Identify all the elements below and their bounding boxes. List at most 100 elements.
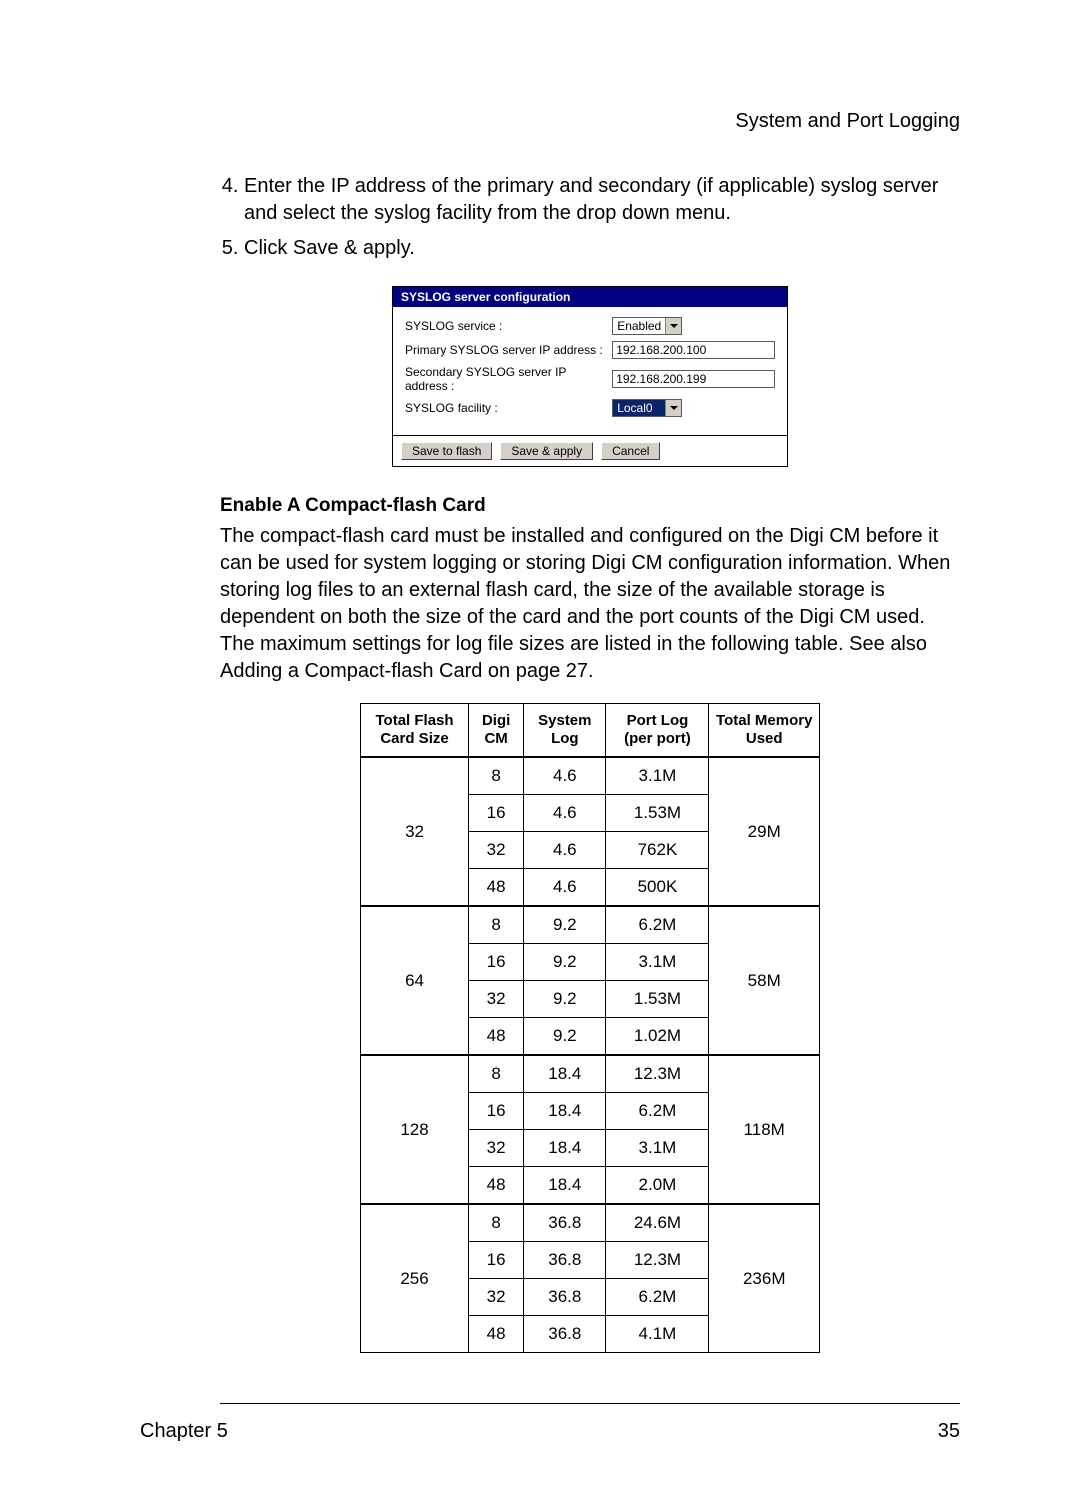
page-footer: Chapter 5 35: [220, 1403, 960, 1443]
flash-size-table: Total Flash Card Size Digi CM System Log…: [360, 703, 820, 1353]
flash-table-body: 3284.63.1M29M164.61.53M324.6762K484.6500…: [361, 757, 820, 1353]
table-row: 256836.824.6M236M: [361, 1204, 820, 1242]
cell-port-log: 6.2M: [606, 1093, 709, 1130]
cell-system-log: 18.4: [524, 1167, 606, 1205]
cell-digi-cm: 48: [469, 869, 524, 907]
table-row: 128818.412.3M118M: [361, 1055, 820, 1093]
step-5-prefix: Click: [244, 237, 293, 259]
select-syslog-service[interactable]: Enabled: [612, 317, 682, 335]
input-wrap-syslog-service: Enabled: [612, 317, 775, 335]
cell-system-log: 36.8: [524, 1204, 606, 1242]
col-system-log: System Log: [524, 704, 606, 758]
cell-port-log: 3.1M: [606, 944, 709, 981]
cell-flash-size: 128: [361, 1055, 469, 1204]
cell-port-log: 12.3M: [606, 1055, 709, 1093]
cell-system-log: 4.6: [524, 757, 606, 795]
cell-flash-size: 256: [361, 1204, 469, 1353]
flash-table-head: Total Flash Card Size Digi CM System Log…: [361, 704, 820, 758]
cell-system-log: 4.6: [524, 832, 606, 869]
cell-total-memory: 29M: [709, 757, 820, 906]
cell-system-log: 9.2: [524, 906, 606, 944]
col-flash-size: Total Flash Card Size: [361, 704, 469, 758]
save-apply-button[interactable]: Save & apply: [500, 442, 593, 460]
cell-total-memory: 118M: [709, 1055, 820, 1204]
cell-port-log: 6.2M: [606, 906, 709, 944]
row-syslog-service: SYSLOG service : Enabled: [405, 317, 775, 335]
col-digi-cm: Digi CM: [469, 704, 524, 758]
cell-port-log: 1.02M: [606, 1018, 709, 1056]
cell-system-log: 36.8: [524, 1316, 606, 1353]
cell-system-log: 9.2: [524, 981, 606, 1018]
select-syslog-service-value: Enabled: [613, 318, 665, 334]
cell-digi-cm: 8: [469, 906, 524, 944]
cell-digi-cm: 8: [469, 757, 524, 795]
cancel-button[interactable]: Cancel: [601, 442, 660, 460]
footer-chapter: Chapter 5: [140, 1420, 228, 1443]
input-primary-ip[interactable]: [612, 341, 775, 359]
input-secondary-ip[interactable]: [612, 370, 775, 388]
syslog-button-bar: Save to flash Save & apply Cancel: [392, 436, 788, 467]
row-primary-ip: Primary SYSLOG server IP address :: [405, 341, 775, 359]
chevron-down-icon[interactable]: [665, 400, 681, 416]
input-wrap-secondary-ip: [612, 370, 775, 388]
cell-total-memory: 236M: [709, 1204, 820, 1353]
cf-paragraph: The compact-flash card must be installed…: [220, 523, 960, 685]
col-total-memory: Total Memory Used: [709, 704, 820, 758]
row-secondary-ip: Secondary SYSLOG server IP address :: [405, 365, 775, 393]
select-syslog-facility-value: Local0: [613, 400, 665, 416]
select-syslog-facility[interactable]: Local0: [612, 399, 682, 417]
cell-digi-cm: 48: [469, 1167, 524, 1205]
save-to-flash-button[interactable]: Save to flash: [401, 442, 492, 460]
cell-digi-cm: 48: [469, 1018, 524, 1056]
label-syslog-facility: SYSLOG facility :: [405, 401, 612, 415]
cell-port-log: 6.2M: [606, 1279, 709, 1316]
table-row: 3284.63.1M29M: [361, 757, 820, 795]
cf-heading: Enable A Compact-flash Card: [220, 495, 960, 517]
chevron-down-icon[interactable]: [665, 318, 681, 334]
label-primary-ip: Primary SYSLOG server IP address :: [405, 343, 612, 357]
cell-flash-size: 32: [361, 757, 469, 906]
cell-port-log: 3.1M: [606, 757, 709, 795]
cell-system-log: 9.2: [524, 944, 606, 981]
cell-system-log: 18.4: [524, 1130, 606, 1167]
cell-digi-cm: 16: [469, 944, 524, 981]
cell-system-log: 9.2: [524, 1018, 606, 1056]
cell-flash-size: 64: [361, 906, 469, 1055]
cell-digi-cm: 32: [469, 1130, 524, 1167]
cell-port-log: 500K: [606, 869, 709, 907]
step-4: Enter the IP address of the primary and …: [244, 173, 960, 227]
label-syslog-service: SYSLOG service :: [405, 319, 612, 333]
label-secondary-ip: Secondary SYSLOG server IP address :: [405, 365, 612, 393]
cell-digi-cm: 16: [469, 1242, 524, 1279]
cell-system-log: 4.6: [524, 795, 606, 832]
row-syslog-facility: SYSLOG facility : Local0: [405, 399, 775, 417]
step-5-action: Save & apply: [293, 237, 409, 259]
cell-digi-cm: 32: [469, 832, 524, 869]
cell-port-log: 2.0M: [606, 1167, 709, 1205]
cell-system-log: 18.4: [524, 1093, 606, 1130]
cell-digi-cm: 48: [469, 1316, 524, 1353]
cell-port-log: 1.53M: [606, 795, 709, 832]
cell-port-log: 12.3M: [606, 1242, 709, 1279]
syslog-panel-body: SYSLOG service : Enabled Primary SYSLOG …: [393, 307, 787, 435]
cell-port-log: 3.1M: [606, 1130, 709, 1167]
input-wrap-primary-ip: [612, 341, 775, 359]
cell-digi-cm: 16: [469, 1093, 524, 1130]
input-wrap-syslog-facility: Local0: [612, 399, 775, 417]
syslog-panel-wrap: SYSLOG server configuration SYSLOG servi…: [392, 286, 788, 467]
cell-digi-cm: 32: [469, 981, 524, 1018]
step-5: Click Save & apply.: [244, 235, 960, 262]
cell-digi-cm: 32: [469, 1279, 524, 1316]
page: System and Port Logging Enter the IP add…: [0, 0, 1080, 1503]
cell-system-log: 18.4: [524, 1055, 606, 1093]
cell-system-log: 36.8: [524, 1279, 606, 1316]
syslog-panel: SYSLOG server configuration SYSLOG servi…: [392, 286, 788, 436]
cell-port-log: 762K: [606, 832, 709, 869]
instruction-steps: Enter the IP address of the primary and …: [220, 173, 960, 262]
cell-digi-cm: 8: [469, 1204, 524, 1242]
cell-system-log: 4.6: [524, 869, 606, 907]
footer-page-number: 35: [938, 1420, 960, 1443]
cell-system-log: 36.8: [524, 1242, 606, 1279]
cell-digi-cm: 16: [469, 795, 524, 832]
cell-port-log: 24.6M: [606, 1204, 709, 1242]
